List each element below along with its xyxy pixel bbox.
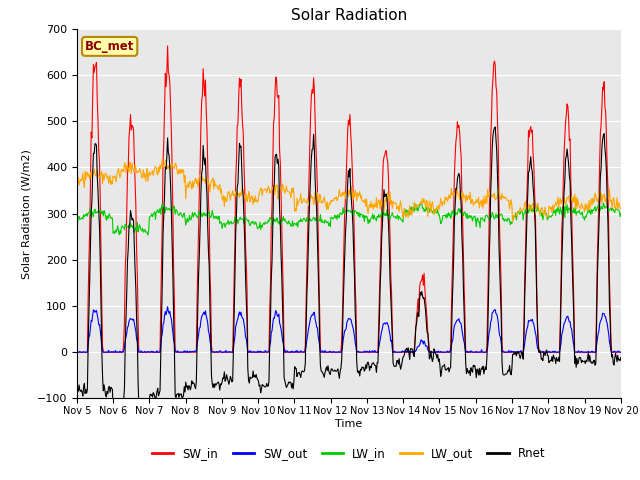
SW_out [431,349,439,355]
SW_in [431,349,439,355]
SW_out [223,349,231,355]
Rnet [431,351,439,357]
Rnet [223,375,231,381]
Rnet [139,402,147,408]
LW_out [159,156,166,162]
LW_in [195,209,202,215]
LW_out [617,206,625,212]
Title: Solar Radiation: Solar Radiation [291,9,407,24]
LW_out [73,175,81,181]
LW_out [509,218,516,224]
LW_out [195,180,202,186]
Line: Rnet: Rnet [77,127,621,415]
SW_out [164,304,172,310]
SW_in [195,223,202,229]
Rnet [143,412,151,418]
Rnet [83,390,90,396]
SW_out [73,349,81,355]
Rnet [73,389,81,395]
LW_out [416,201,424,206]
Rnet [195,271,202,277]
Line: SW_in: SW_in [77,46,621,352]
SW_out [617,349,625,355]
X-axis label: Time: Time [335,419,362,429]
SW_in [164,43,172,49]
SW_in [73,349,81,355]
SW_out [416,342,424,348]
LW_in [83,211,90,216]
LW_in [600,201,607,206]
LW_in [139,226,147,231]
SW_out [83,349,90,355]
SW_in [83,349,90,355]
Line: LW_out: LW_out [77,159,621,221]
LW_in [617,211,625,216]
Rnet [492,124,499,130]
LW_in [144,232,152,238]
LW_in [223,220,231,226]
Rnet [416,297,424,302]
LW_in [73,215,81,221]
Line: SW_out: SW_out [77,307,621,352]
Text: BC_met: BC_met [85,40,134,53]
SW_out [139,349,147,355]
Line: LW_in: LW_in [77,204,621,235]
SW_out [195,332,202,337]
LW_out [139,174,147,180]
SW_in [223,349,231,355]
SW_in [139,349,147,355]
LW_in [416,204,424,209]
LW_in [431,208,439,214]
Y-axis label: Solar Radiation (W/m2): Solar Radiation (W/m2) [21,149,31,278]
SW_in [617,349,625,355]
Rnet [617,355,625,360]
LW_out [431,206,439,212]
LW_out [83,169,90,175]
Legend: SW_in, SW_out, LW_in, LW_out, Rnet: SW_in, SW_out, LW_in, LW_out, Rnet [147,442,550,465]
SW_in [416,285,424,291]
LW_out [223,194,231,200]
